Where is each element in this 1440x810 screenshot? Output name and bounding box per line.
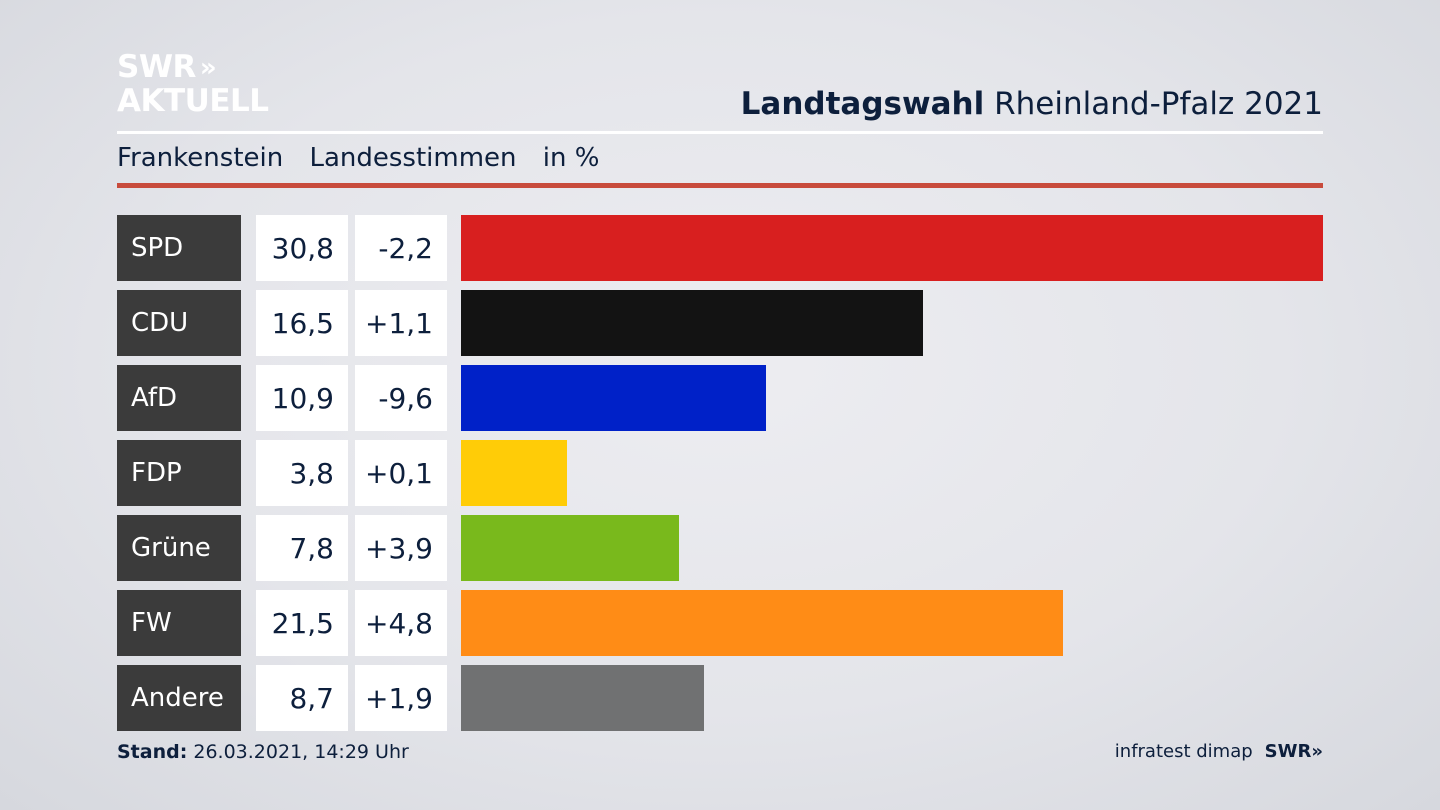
logo-swr-text: SWR (117, 49, 196, 85)
difference-label: +1,1 (355, 290, 447, 356)
result-row: CDU 16,5 +1,1 (117, 290, 1323, 356)
source-label: infratest dimap (1114, 741, 1253, 762)
result-row: SPD 30,8 -2,2 (117, 215, 1323, 281)
difference-label: +4,8 (355, 590, 447, 656)
result-row: AfD 10,9 -9,6 (117, 365, 1323, 431)
vote-share-label: 3,8 (256, 440, 348, 506)
party-label: FW (117, 590, 241, 656)
difference-label: +3,9 (355, 515, 447, 581)
source-credits: infratest dimap SWR» (1115, 741, 1323, 762)
subtitle-type: Landesstimmen (309, 143, 517, 173)
timestamp: Stand: 26.03.2021, 14:29 Uhr (117, 741, 409, 763)
vote-share-label: 8,7 (256, 665, 348, 731)
vote-share-label: 21,5 (256, 590, 348, 656)
result-row: Andere 8,7 +1,9 (117, 665, 1323, 731)
difference-label: -9,6 (355, 365, 447, 431)
swr-footer-chevron-icon: » (1311, 741, 1323, 762)
logo-aktuell-text: AKTUELL (117, 83, 269, 119)
swr-footer-logo: SWR» (1265, 741, 1323, 762)
vote-share-bar (461, 590, 1063, 656)
stand-label: Stand: (117, 741, 188, 763)
party-label: Andere (117, 665, 241, 731)
stand-value: 26.03.2021, 14:29 Uhr (193, 741, 409, 763)
swr-aktuell-logo: SWR» AKTUELL (117, 52, 269, 117)
party-label: CDU (117, 290, 241, 356)
vote-share-bar (461, 440, 567, 506)
party-label: SPD (117, 215, 241, 281)
vote-share-label: 10,9 (256, 365, 348, 431)
vote-share-bar (461, 665, 704, 731)
result-row: FW 21,5 +4,8 (117, 590, 1323, 656)
party-label: Grüne (117, 515, 241, 581)
swr-footer-logo-text: SWR (1264, 741, 1312, 762)
subtitle-region: Frankenstein (117, 143, 284, 173)
difference-label: -2,2 (355, 215, 447, 281)
chart-subtitle: Frankenstein Landesstimmen in % (117, 143, 617, 173)
vote-share-label: 16,5 (256, 290, 348, 356)
vote-share-bar (461, 515, 679, 581)
difference-label: +0,1 (355, 440, 447, 506)
vote-share-bar (461, 290, 923, 356)
divider-red (117, 183, 1323, 188)
vote-share-label: 30,8 (256, 215, 348, 281)
difference-label: +1,9 (355, 665, 447, 731)
vote-share-bar (461, 215, 1323, 281)
logo-chevron-icon: » (199, 52, 217, 83)
party-label: AfD (117, 365, 241, 431)
subtitle-unit: in % (542, 143, 600, 173)
result-row: Grüne 7,8 +3,9 (117, 515, 1323, 581)
vote-share-bar (461, 365, 766, 431)
party-label: FDP (117, 440, 241, 506)
divider-white (117, 131, 1323, 134)
vote-share-label: 7,8 (256, 515, 348, 581)
title-regular: Rheinland-Pfalz 2021 (994, 86, 1323, 122)
chart-title: Landtagswahl Rheinland-Pfalz 2021 (741, 86, 1323, 122)
result-row: FDP 3,8 +0,1 (117, 440, 1323, 506)
title-bold: Landtagswahl (740, 86, 985, 122)
